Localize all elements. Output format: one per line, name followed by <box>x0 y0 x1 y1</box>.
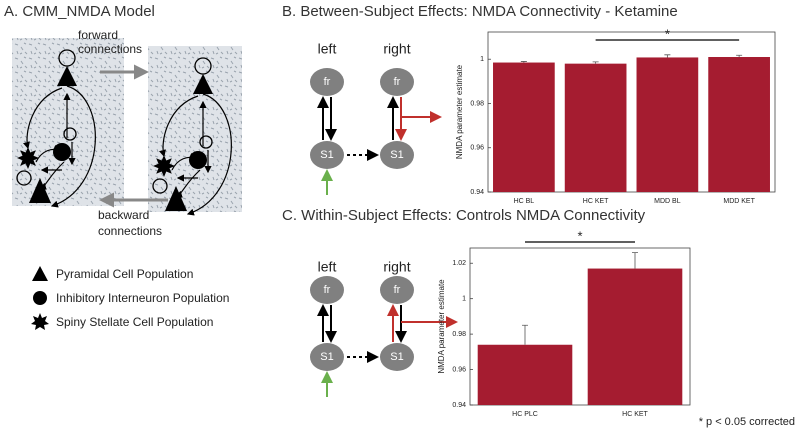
node-label: S1 <box>390 149 403 161</box>
cortex-column <box>148 46 242 212</box>
y-tick-label: 1.02 <box>452 260 466 267</box>
node-label: fr <box>324 76 331 88</box>
node-label: fr <box>324 284 331 296</box>
connection <box>22 87 63 150</box>
connection <box>50 85 96 208</box>
panel-title: B. Between-Subject Effects: NMDA Connect… <box>282 3 678 20</box>
panel-title: C. Within-Subject Effects: Controls NMDA… <box>282 207 646 224</box>
legend-triangle <box>32 266 48 281</box>
node <box>380 276 414 304</box>
node-label: S1 <box>390 351 403 363</box>
plot-frame <box>469 247 691 406</box>
pyramidal-cell <box>57 66 77 86</box>
legend-label: Inhibitory Interneuron Population <box>56 291 229 305</box>
error-bar <box>520 61 527 63</box>
interneuron <box>189 151 207 169</box>
self-connection <box>63 127 77 141</box>
significance-label: * <box>665 26 670 41</box>
error-bar <box>632 252 638 269</box>
footnote: * p < 0.05 corrected <box>699 416 795 428</box>
x-tick-label: HC KET <box>583 198 609 205</box>
bar <box>708 57 770 193</box>
error-bar <box>592 61 599 64</box>
self-connection <box>199 135 213 149</box>
node <box>310 276 344 304</box>
x-tick-label: HC KET <box>622 411 648 418</box>
y-tick-label: 0.96 <box>452 366 466 373</box>
cortex-column <box>12 38 124 206</box>
y-tick-label: 1 <box>462 296 466 303</box>
error-bar <box>736 54 743 58</box>
node <box>310 68 344 96</box>
side-label: right <box>383 41 410 57</box>
interneuron <box>53 143 71 161</box>
stellate-cell <box>17 147 39 169</box>
connection <box>158 95 199 158</box>
bar <box>587 268 683 405</box>
y-tick-label: 0.94 <box>452 402 466 409</box>
y-axis-label: NMDA parameter estimate <box>437 279 446 374</box>
self-connection <box>16 170 32 186</box>
backward-label: connections <box>98 224 162 238</box>
pyramidal-cell <box>29 178 51 203</box>
y-tick-label: 0.94 <box>470 189 484 196</box>
bar <box>564 63 627 192</box>
x-tick-label: MDD BL <box>654 198 681 205</box>
side-label: right <box>383 259 410 275</box>
panel-title: A. CMM_NMDA Model <box>4 3 155 20</box>
x-tick-label: MDD KET <box>723 198 755 205</box>
node-label: S1 <box>320 351 333 363</box>
legend-label: Pyramidal Cell Population <box>56 267 193 281</box>
y-tick-label: 0.96 <box>470 145 484 152</box>
legend-circle <box>33 291 47 305</box>
x-tick-label: HC BL <box>514 198 535 205</box>
self-connection <box>152 178 168 194</box>
y-axis-label: NMDA parameter estimate <box>455 64 464 159</box>
side-label: left <box>318 259 337 275</box>
node <box>310 141 344 169</box>
significance-label: * <box>577 228 582 243</box>
legend-label: Spiny Stellate Cell Population <box>56 315 213 329</box>
node <box>380 141 414 169</box>
connection <box>186 93 232 216</box>
legend-star <box>31 313 49 330</box>
stellate-cell <box>153 155 175 177</box>
backward-label: backward <box>98 208 149 222</box>
forward-label: forward <box>78 28 118 42</box>
forward-label: connections <box>78 42 142 56</box>
y-tick-label: 1 <box>480 56 484 63</box>
y-tick-label: 0.98 <box>452 331 466 338</box>
bar <box>493 62 555 193</box>
node-label: fr <box>394 284 401 296</box>
bar <box>477 344 573 405</box>
side-label: left <box>318 41 337 57</box>
node <box>380 68 414 96</box>
error-bar <box>664 54 671 58</box>
bar <box>636 57 699 192</box>
plot-frame <box>487 31 776 193</box>
node <box>310 343 344 371</box>
pyramidal-cell <box>193 74 213 94</box>
node-label: fr <box>394 76 401 88</box>
error-bar <box>522 324 528 345</box>
pyramidal-cell <box>165 186 187 211</box>
node <box>380 343 414 371</box>
node-label: S1 <box>320 149 333 161</box>
y-tick-label: 0.98 <box>470 100 484 107</box>
x-tick-label: HC PLC <box>512 411 538 418</box>
